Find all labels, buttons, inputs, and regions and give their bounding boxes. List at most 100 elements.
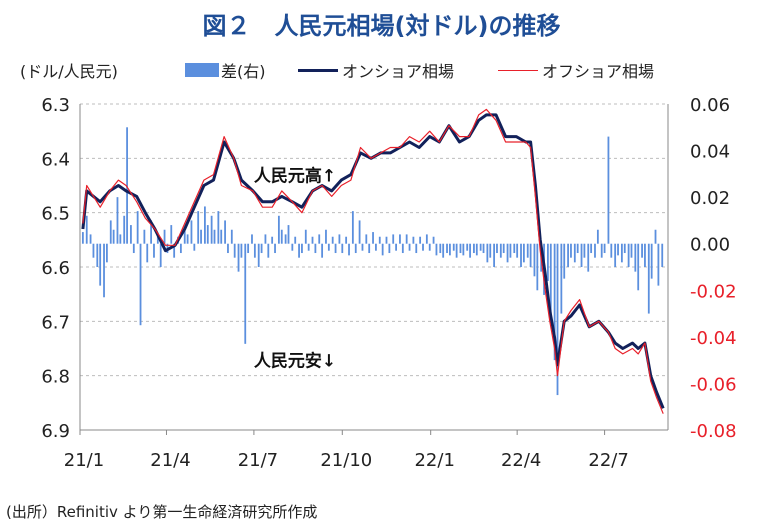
diff-bar [348, 243, 350, 256]
diff-bar [112, 229, 115, 244]
chart-title: 図２ 人民元相場(対ドル)の推移 [202, 12, 561, 40]
diff-bar [439, 243, 442, 254]
diff-bar [388, 243, 391, 254]
diff-bar [657, 243, 660, 286]
diff-bar [103, 243, 105, 298]
diff-bar [547, 243, 549, 281]
diff-bar [607, 136, 610, 244]
diff-bar [123, 215, 126, 244]
diff-bar [496, 243, 498, 254]
rate-lines [81, 108, 665, 414]
diff-bar [341, 243, 344, 254]
diff-bar [81, 232, 84, 244]
diff-bar [654, 229, 657, 244]
diff-bar [358, 220, 361, 244]
y-right-tick-label: -0.02 [690, 281, 737, 302]
diff-bar [89, 234, 92, 244]
diff-bar [210, 215, 213, 244]
diff-bar [224, 220, 226, 244]
diff-bar [314, 243, 317, 254]
diff-bar [442, 243, 445, 258]
diff-bar [311, 236, 314, 244]
x-tick-label: 21/10 [320, 450, 372, 471]
diff-bar [661, 243, 664, 267]
tick-labels: 6.3 6.4 6.5 6.6 6.7 6.8 6.9 0.06 0.04 0.02 0.00 -0.… [41, 95, 736, 471]
offshore-line [82, 108, 664, 414]
annotation-yuan-weak: 人民元安↓ [254, 350, 336, 371]
diff-bar [85, 215, 88, 244]
diff-bar [260, 243, 263, 254]
diff-bar [432, 236, 435, 244]
diff-bar [419, 236, 422, 244]
diff-bar [251, 234, 253, 244]
y-axis-unit-label: (ドル/人民元) [20, 62, 118, 81]
diff-bar [560, 243, 563, 314]
diff-bar [509, 243, 512, 258]
diff-bar [590, 243, 593, 254]
diff-bar [345, 236, 348, 244]
diff-bar [469, 243, 471, 258]
diff-bar [237, 243, 240, 272]
y-right-tick-label: -0.06 [690, 374, 737, 395]
y-right-tick-label: 0.00 [690, 235, 730, 256]
diff-bar [529, 243, 532, 267]
diff-bar [109, 220, 112, 244]
diff-bar [385, 236, 388, 244]
diff-bar [455, 243, 458, 258]
diff-bar [247, 243, 250, 254]
diff-bar [277, 215, 280, 244]
x-tick-label: 22/4 [501, 450, 541, 471]
diff-bar [136, 211, 139, 244]
diff-bar [536, 243, 539, 291]
annotations: 人民元高↑ 人民元安↓ [254, 166, 336, 372]
diff-bar [637, 243, 640, 291]
diff-bar [186, 234, 189, 244]
diff-bar [533, 243, 536, 277]
legend-bar-swatch [185, 63, 219, 77]
diff-bar [284, 234, 287, 244]
diff-bar [365, 234, 368, 244]
diff-bar [325, 229, 327, 244]
diff-bar [482, 243, 485, 254]
diff-bar [466, 243, 469, 251]
diff-bar [298, 243, 300, 258]
diff-bar [587, 243, 590, 272]
y-left-tick-label: 6.5 [41, 204, 70, 225]
diff-bar [556, 243, 559, 396]
diff-bar [230, 229, 233, 244]
diff-bar [381, 243, 384, 256]
diff-bar [573, 243, 576, 263]
diff-bar [576, 243, 579, 254]
diff-bar [130, 225, 132, 244]
y-right-tick-label: 0.02 [690, 188, 730, 209]
y-left-tick-label: 6.7 [41, 312, 70, 333]
diff-bar [190, 220, 193, 244]
diff-bar [583, 243, 586, 258]
diff-bar [408, 243, 411, 251]
diff-bar [422, 243, 424, 251]
diff-bar [99, 243, 102, 286]
diff-bar [647, 243, 650, 314]
diff-bar [327, 243, 330, 251]
diff-bar [173, 243, 176, 258]
diff-bar [132, 243, 135, 254]
diff-bar [274, 243, 276, 254]
diff-bar [368, 243, 371, 254]
diff-bar [553, 243, 556, 361]
diff-bar [520, 243, 522, 267]
diff-bar [570, 243, 572, 258]
diff-bar [405, 234, 408, 244]
diff-bars [81, 127, 664, 396]
diff-bar [119, 234, 122, 244]
diff-bar [179, 243, 182, 254]
diff-bar [634, 243, 637, 272]
legend-item-diff: 差(右) [185, 58, 266, 82]
axes [79, 104, 669, 435]
diff-bar [610, 243, 613, 258]
diff-bar [614, 243, 617, 267]
diff-bar [304, 229, 307, 244]
diff-bar [522, 243, 525, 263]
diff-bar [489, 243, 492, 258]
diff-bar [206, 225, 209, 244]
